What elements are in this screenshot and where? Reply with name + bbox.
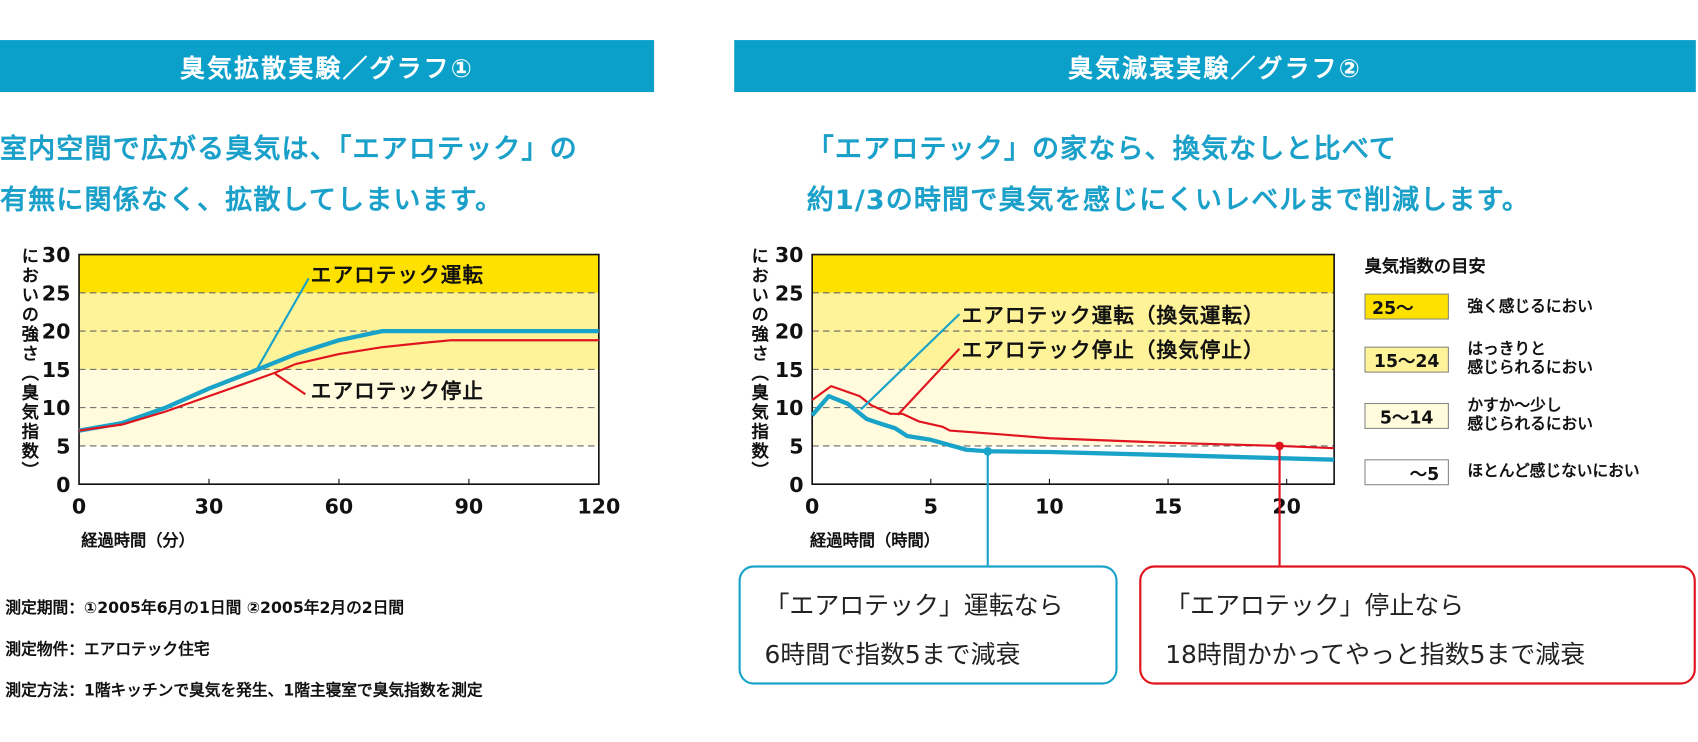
chart2-ytick-label: 20 — [775, 320, 804, 344]
chart2-series-label-on: エアロテック運転（換気運転） — [961, 303, 1265, 328]
chart1-band — [79, 445, 599, 485]
left-subtitle-1: 室内空間で広がる臭気は、「エアロテック」の — [0, 133, 578, 165]
chart2-band — [812, 254, 1335, 293]
chart2-ytick-label: 5 — [789, 434, 803, 458]
chart1-ytick-label: 15 — [42, 358, 71, 382]
legend-box-none: 〜5 — [1364, 459, 1449, 486]
chart2-xtick-label: 0 — [805, 494, 819, 518]
legend-box-clear: 15〜24 — [1364, 346, 1449, 373]
note-property: 測定物件：エアロテック住宅 — [5, 641, 210, 659]
legend-desc-faint: かすか〜少し 感じられるにおい — [1467, 397, 1593, 434]
right-header: 臭気減衰実験／グラフ② — [734, 40, 1696, 93]
legend-box-faint: 5〜14 — [1364, 402, 1449, 429]
chart2-ylabel: においの強さ（臭気指数） — [748, 246, 769, 481]
chart1-xtick-label: 90 — [455, 494, 484, 518]
callout-stopped-line2: 18時間かかってやっと指数5まで減衰 — [1165, 641, 1586, 670]
legend-desc-strong: 強く感じるにおい — [1467, 298, 1593, 316]
chart2-ytick-label: 15 — [775, 358, 804, 382]
chart2-marker — [1275, 441, 1284, 451]
chart1-series-stopped-line — [78, 339, 599, 432]
chart2-ytick-label: 10 — [775, 396, 804, 420]
chart2-ytick-label: 25 — [775, 281, 804, 305]
right-subtitle-2: 約1/3の時間で臭気を感じにくいレベルまで削減します。 — [806, 184, 1531, 216]
chart1-series-running-line — [78, 328, 599, 433]
chart1-leader-running — [254, 277, 310, 373]
legend-desc-clear: はっきりと 感じられるにおい — [1467, 341, 1593, 377]
legend-box-strong: 25〜 — [1364, 293, 1449, 320]
chart1-ytick-label: 0 — [56, 473, 70, 497]
chart1-ytick-label: 5 — [56, 434, 70, 458]
chart1-xtick-label: 0 — [72, 494, 86, 518]
legend-desc-none: ほとんど感じないにおい — [1467, 463, 1640, 481]
callout-running-line1: 「エアロテック」運転なら — [764, 592, 1064, 621]
chart2-series-label-off: エアロテック停止（換気停止） — [961, 338, 1265, 363]
chart2-xtick-label: 5 — [924, 494, 938, 518]
left-header: 臭気拡散実験／グラフ① — [0, 40, 655, 93]
callout-stopped-line1: 「エアロテック」停止なら — [1165, 592, 1465, 621]
note-period: 測定期間：①2005年6月の1日間 ②2005年2月の2日間 — [5, 600, 405, 618]
callout-running-line2: 6時間で指数5まで減衰 — [764, 641, 1021, 670]
chart2-xtick-label: 15 — [1154, 494, 1183, 518]
chart1-xtick-label: 60 — [325, 494, 354, 518]
chart1-frame — [78, 253, 600, 486]
callout-stopped: 「エアロテック」停止なら 18時間かかってやっと指数5まで減衰 — [1139, 565, 1696, 685]
chart2-frame — [811, 253, 1335, 486]
chart2-ytick-label: 30 — [775, 243, 804, 267]
chart1-ylabel: においの強さ（臭気指数） — [18, 246, 39, 481]
chart2-xlabel: 経過時間（時間） — [810, 530, 940, 551]
right-subtitle-1: 「エアロテック」の家なら、換気なしと比べて — [806, 133, 1397, 165]
chart1-ytick-label: 30 — [42, 243, 71, 267]
chart2-leader-stopped — [896, 348, 961, 416]
left-subtitle-2: 有無に関係なく、拡散してしまいます。 — [0, 184, 504, 216]
chart1-xtick-label: 120 — [577, 494, 620, 518]
chart2-marker — [983, 446, 993, 456]
note-method: 測定方法：1階キッチンで臭気を発生、1階主寝室で臭気指数を測定 — [5, 682, 483, 700]
callout-running: 「エアロテック」運転なら 6時間で指数5まで減衰 — [738, 565, 1118, 685]
chart2-ytick-label: 0 — [789, 473, 803, 497]
chart1-band — [79, 254, 599, 293]
chart2-xtick-label: 20 — [1272, 494, 1301, 518]
chart1-leader-stopped — [274, 372, 306, 396]
chart1-ytick-label: 20 — [42, 320, 71, 344]
chart1-xlabel: 経過時間（分） — [81, 530, 195, 551]
chart2-series-stopped-line — [811, 385, 1335, 450]
chart2-xtick-label: 10 — [1035, 494, 1064, 518]
chart1-ytick-label: 25 — [42, 281, 71, 305]
chart1-xtick-label: 30 — [195, 494, 224, 518]
chart2-leader-running — [860, 313, 961, 411]
chart2-series-running-line — [810, 393, 1335, 462]
chart1-ytick-label: 10 — [42, 396, 71, 420]
chart1-series-label-on: エアロテック運転 — [310, 263, 485, 288]
chart1-series-label-off: エアロテック停止 — [310, 379, 485, 404]
legend-title: 臭気指数の目安 — [1364, 255, 1486, 277]
